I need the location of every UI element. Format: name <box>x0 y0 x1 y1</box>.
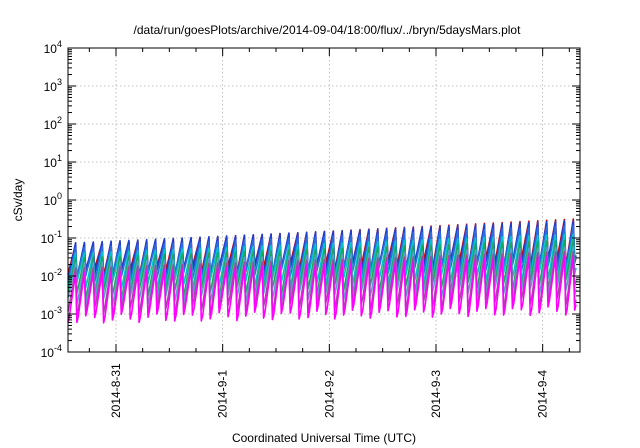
x-axis-label: Coordinated Universal Time (UTC) <box>232 431 416 445</box>
y-tick-label: 101 <box>44 153 62 170</box>
x-tick-label: 2014-9-1 <box>216 370 230 418</box>
series-group <box>67 218 577 324</box>
x-tick-label: 2014-9-3 <box>429 370 443 418</box>
x-tick-label: 2014-8-31 <box>109 363 123 418</box>
y-tick-label: 10-4 <box>41 343 62 360</box>
y-tick-labels: 10-4 10-3 10-2 10-1 100 101 102 103 104 <box>41 39 62 360</box>
y-tick-label: 103 <box>44 77 62 94</box>
y-tick-label: 10-2 <box>41 267 62 284</box>
y-tick-label: 10-1 <box>41 229 62 246</box>
x-tick-labels: 2014-8-31 2014-9-1 2014-9-2 2014-9-3 2014-9-… <box>109 363 550 418</box>
y-tick-label: 104 <box>44 39 62 56</box>
tick-marks <box>68 47 580 353</box>
y-tick-label: 100 <box>44 191 62 208</box>
series-line <box>67 255 577 324</box>
x-tick-label: 2014-9-2 <box>322 370 336 418</box>
x-tick-label: 2014-9-4 <box>536 370 550 418</box>
y-tick-label: 10-3 <box>41 305 62 322</box>
y-tick-label: 102 <box>44 115 62 132</box>
y-axis-label: cSv/day <box>11 179 25 222</box>
chart-title: /data/run/goesPlots/archive/2014-09-04/1… <box>134 23 522 37</box>
